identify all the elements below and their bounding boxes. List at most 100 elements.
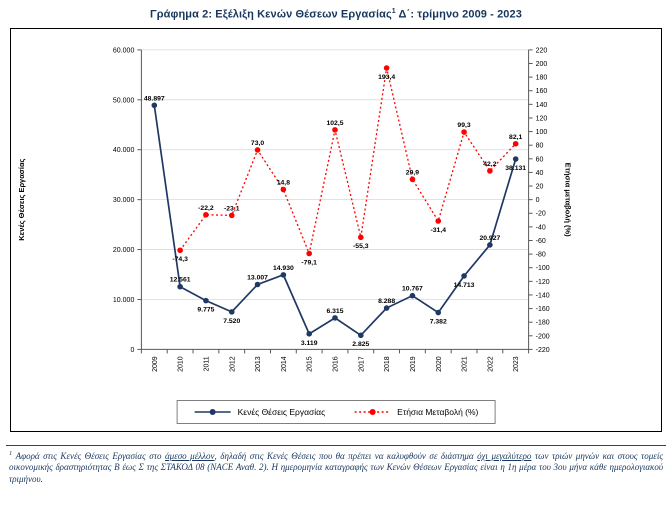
svg-text:2.825: 2.825 [352,341,369,348]
svg-text:29,9: 29,9 [406,169,419,176]
svg-text:2021: 2021 [462,356,469,372]
svg-text:50.000: 50.000 [113,97,135,104]
svg-text:102,5: 102,5 [326,120,343,127]
svg-text:2016: 2016 [332,356,339,372]
series-annual-change: -74,3 -22,2 -23,1 73,0 14,8 -79,1 102,5 -55,3 19… [172,64,523,266]
svg-text:-74,3: -74,3 [172,256,188,263]
svg-text:0: 0 [536,197,540,204]
legend-label-vacancies: Κενές Θέσεις Εργασίας [237,406,326,417]
svg-text:-55,3: -55,3 [353,243,369,250]
footnote-phrase: , δηλαδή στις Κενές Θέσεις που θα πρέπει… [214,450,478,461]
legend-label-annual-change: Ετήσια Μεταβολή (%) [397,406,479,417]
chart-title: Γράφημα 2: Εξέλιξη Κενών Θέσεων Εργασίας… [0,8,672,21]
footnote-phrase: των τριών μηνών και στους τομείς οικονομ… [9,450,663,485]
legend-item-vacancies: Κενές Θέσεις Εργασίας [194,406,326,418]
svg-text:-100: -100 [536,265,550,272]
svg-text:-140: -140 [536,292,550,299]
svg-text:14.930: 14.930 [273,265,294,272]
svg-text:10.767: 10.767 [402,285,423,292]
svg-text:220: 220 [536,47,548,54]
svg-text:120: 120 [536,115,548,122]
svg-text:73,0: 73,0 [251,140,264,147]
svg-text:-60: -60 [536,238,546,245]
footnote-underlined-phrase: όχι μεγαλύτερο [477,450,532,461]
svg-text:6.315: 6.315 [326,308,343,315]
svg-text:200: 200 [536,61,548,68]
svg-text:2011: 2011 [203,356,210,371]
svg-text:193,4: 193,4 [378,74,395,81]
svg-text:180: 180 [536,74,548,81]
svg-text:7.520: 7.520 [223,317,240,324]
svg-text:20.000: 20.000 [113,247,135,254]
svg-text:2020: 2020 [436,356,443,372]
svg-text:140: 140 [536,102,548,109]
svg-text:-200: -200 [536,333,550,340]
svg-text:40: 40 [536,170,544,177]
svg-text:99,3: 99,3 [457,122,470,129]
svg-text:-79,1: -79,1 [301,259,317,266]
footnote-phrase: Αφορά στις Κενές Θέσεις Εργασίας στο [15,450,165,461]
svg-text:2019: 2019 [410,356,417,372]
chart-panel: 0 10.000 20.000 30.000 40.000 50.000 60.000 Κεν… [10,27,662,432]
svg-text:14,8: 14,8 [277,179,290,186]
footnote-text: Αφορά στις Κενές Θέσεις Εργασίας στο άμε… [9,451,663,484]
svg-text:2014: 2014 [281,356,288,372]
solid-line-marker-icon [194,408,231,415]
footnote: 1 Αφορά στις Κενές Θέσεις Εργασίας στο ά… [9,450,663,486]
svg-text:100: 100 [536,129,548,136]
svg-text:2009: 2009 [152,356,159,372]
chart-title-text: Γράφημα 2: Εξέλιξη Κενών Θέσεων Εργασίας [150,8,392,21]
chart-title-footnote-ref: 1 [391,8,396,15]
svg-text:2010: 2010 [178,356,185,372]
left-axis: 0 10.000 20.000 30.000 40.000 50.000 60.000 Κεν… [17,47,142,354]
svg-text:2018: 2018 [384,356,391,372]
svg-text:80: 80 [536,142,544,149]
footnote-underlined-phrase: άμεσο μέλλον [164,450,215,461]
svg-text:160: 160 [536,88,548,95]
vacancies-evolution-chart: 0 10.000 20.000 30.000 40.000 50.000 60.000 Κεν… [17,47,573,372]
svg-text:10.000: 10.000 [113,297,135,304]
svg-text:38.131: 38.131 [505,165,526,172]
svg-text:2022: 2022 [487,356,494,372]
x-axis: 2009 2010 2011 2012 2013 2014 2015 2016 2017 2018… [140,348,530,372]
svg-text:20.927: 20.927 [479,235,500,242]
svg-text:13.007: 13.007 [247,274,268,281]
chart-title-suffix: Δ΄: τρίμηνο 2009 - 2023 [395,8,522,21]
footnote-ref: 1 [9,449,13,457]
svg-text:-20: -20 [536,210,546,217]
svg-text:8.288: 8.288 [378,298,395,305]
chart-legend: Κενές Θέσεις Εργασίας Ετήσια Μεταβολή (%… [176,399,496,424]
svg-text:30.000: 30.000 [113,197,135,204]
dotted-line-marker-icon [354,408,391,415]
svg-text:3.119: 3.119 [301,339,318,346]
svg-text:-23,1: -23,1 [224,205,240,212]
svg-text:14.713: 14.713 [454,282,475,289]
svg-text:40.000: 40.000 [113,147,135,154]
svg-text:2013: 2013 [255,356,262,372]
svg-text:-31,4: -31,4 [430,227,446,234]
svg-text:82,1: 82,1 [509,133,522,140]
svg-text:-22,2: -22,2 [198,204,214,211]
svg-text:48.897: 48.897 [144,95,165,102]
svg-text:42,2: 42,2 [483,161,496,168]
series-vacancies: 48.897 12.561 9.775 7.520 13.007 14.930 3.119 6… [144,95,526,348]
svg-text:2012: 2012 [229,356,236,372]
svg-text:-80: -80 [536,251,546,258]
svg-text:Κενές Θέσεις Εργασίας: Κενές Θέσεις Εργασίας [17,158,26,240]
legend-item-annual-change: Ετήσια Μεταβολή (%) [353,406,478,418]
footnote-separator [6,444,666,446]
svg-text:12.561: 12.561 [170,276,191,283]
gridlines [141,49,529,300]
svg-text:2023: 2023 [513,356,520,372]
svg-text:60.000: 60.000 [113,47,135,54]
svg-text:-40: -40 [536,224,546,231]
right-axis: 220200180160140120100806040200-20-40-60-… [528,47,573,354]
svg-text:7.382: 7.382 [430,318,447,325]
svg-text:-220: -220 [536,347,550,354]
svg-text:0: 0 [130,347,134,354]
svg-text:Ετήσια μεταβολή (%): Ετήσια μεταβολή (%) [564,162,573,236]
svg-text:2015: 2015 [307,356,314,372]
svg-text:9.775: 9.775 [197,306,214,313]
svg-text:60: 60 [536,156,544,163]
svg-text:-120: -120 [536,278,550,285]
